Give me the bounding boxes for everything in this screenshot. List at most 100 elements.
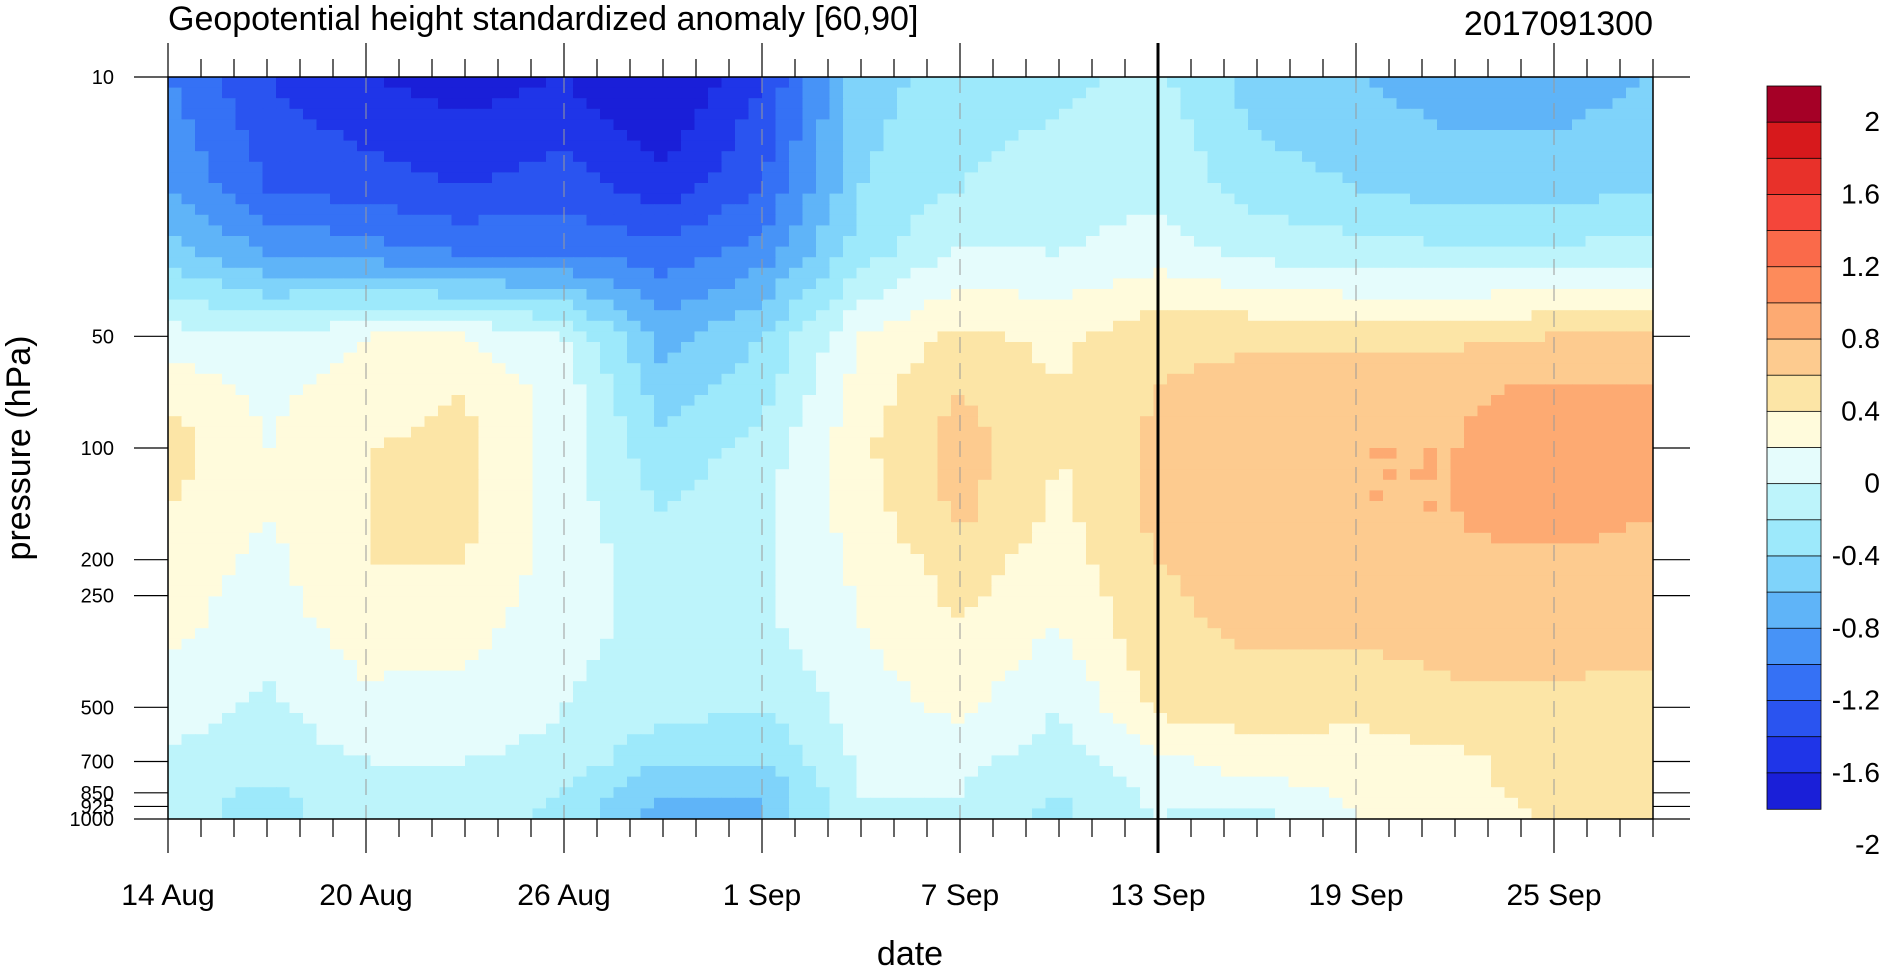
field-cell — [775, 501, 790, 513]
field-cell — [897, 119, 912, 131]
field-cell — [1261, 161, 1276, 173]
field-cell — [613, 140, 628, 152]
field-cell — [1612, 479, 1627, 491]
field-cell — [1207, 501, 1222, 513]
field-cell — [1464, 193, 1479, 205]
field-cell — [1369, 289, 1384, 301]
field-cell — [1180, 204, 1195, 216]
field-cell — [883, 437, 898, 449]
field-cell — [276, 320, 291, 332]
field-cell — [1032, 310, 1047, 322]
field-cell — [384, 395, 399, 407]
field-cell — [762, 77, 777, 89]
field-cell — [1261, 543, 1276, 555]
field-cell — [1153, 373, 1168, 385]
field-cell — [573, 193, 588, 205]
field-cell — [775, 236, 790, 248]
field-cell — [883, 87, 898, 99]
field-cell — [1221, 299, 1236, 311]
field-cell — [424, 257, 439, 269]
field-cell — [384, 501, 399, 513]
field-cell — [1410, 458, 1425, 470]
field-cell — [532, 77, 547, 89]
field-cell — [1302, 246, 1317, 258]
field-cell — [991, 469, 1006, 481]
field-cell — [1018, 77, 1033, 89]
field-cell — [1383, 278, 1398, 290]
field-cell — [775, 77, 790, 89]
field-cell — [1126, 225, 1141, 237]
field-cell — [505, 278, 520, 290]
field-cell — [1086, 458, 1101, 470]
field-cell — [1639, 342, 1653, 354]
field-cell — [181, 172, 196, 184]
field-cell — [276, 193, 291, 205]
field-cell — [1248, 98, 1263, 110]
field-cell — [1572, 352, 1587, 364]
field-cell — [627, 373, 642, 385]
field-cell — [1518, 183, 1533, 195]
field-cell — [343, 257, 358, 269]
field-cell — [802, 405, 817, 417]
field-cell — [357, 98, 372, 110]
field-cell — [573, 554, 588, 566]
field-cell — [357, 193, 372, 205]
field-cell — [249, 342, 264, 354]
field-cell — [910, 395, 925, 407]
field-cell — [1180, 246, 1195, 258]
field-cell — [1585, 469, 1600, 481]
field-cell — [1099, 77, 1114, 89]
field-cell — [1369, 384, 1384, 396]
field-cell — [370, 161, 385, 173]
field-cell — [789, 151, 804, 163]
field-cell — [546, 98, 561, 110]
field-cell — [195, 151, 210, 163]
field-cell — [519, 511, 534, 523]
field-cell — [1342, 278, 1357, 290]
field-cell — [1558, 501, 1573, 513]
field-cell — [195, 289, 210, 301]
field-cell — [424, 331, 439, 343]
field-cell — [856, 108, 871, 120]
field-cell — [1153, 236, 1168, 248]
field-cell — [1329, 352, 1344, 364]
field-cell — [559, 342, 574, 354]
field-cell — [627, 448, 642, 460]
field-cell — [384, 87, 399, 99]
field-cell — [532, 236, 547, 248]
field-cell — [1113, 183, 1128, 195]
field-cell — [748, 320, 763, 332]
field-cell — [289, 543, 304, 555]
field-cell — [316, 320, 331, 332]
field-cell — [1207, 278, 1222, 290]
field-cell — [1410, 448, 1425, 460]
field-cell — [181, 352, 196, 364]
field-cell — [1450, 395, 1465, 407]
field-cell — [735, 193, 750, 205]
field-cell — [1572, 320, 1587, 332]
field-cell — [1180, 172, 1195, 184]
field-cell — [897, 416, 912, 428]
field-cell — [586, 448, 601, 460]
field-cell — [1086, 395, 1101, 407]
field-cell — [1464, 267, 1479, 279]
field-cell — [816, 384, 831, 396]
field-cell — [343, 130, 358, 142]
field-cell — [235, 469, 250, 481]
field-cell — [1450, 214, 1465, 226]
field-cell — [694, 320, 709, 332]
field-cell — [883, 395, 898, 407]
field-cell — [1329, 193, 1344, 205]
field-cell — [438, 352, 453, 364]
field-cell — [397, 342, 412, 354]
field-cell — [1531, 320, 1546, 332]
field-cell — [181, 87, 196, 99]
field-cell — [465, 469, 480, 481]
field-cell — [708, 426, 723, 438]
field-cell — [1450, 267, 1465, 279]
field-cell — [532, 140, 547, 152]
field-cell — [384, 331, 399, 343]
field-cell — [843, 204, 858, 216]
field-cell — [1032, 479, 1047, 491]
field-cell — [1072, 183, 1087, 195]
